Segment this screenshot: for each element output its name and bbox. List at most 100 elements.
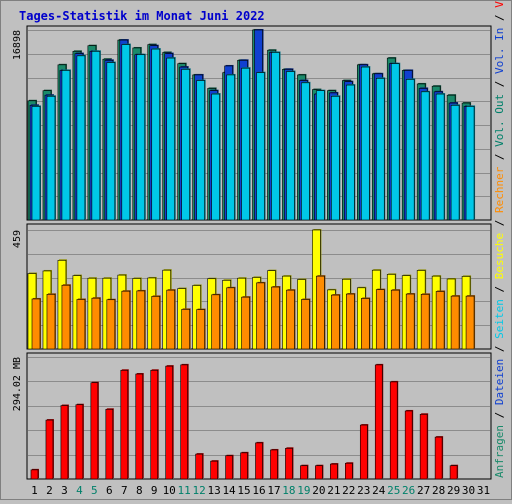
bar-sites xyxy=(450,295,460,350)
bar-pages xyxy=(31,106,41,221)
legend-entry: / xyxy=(493,8,506,28)
x-tick-label: 13 xyxy=(207,484,220,497)
x-tick-label: 11 xyxy=(178,484,191,497)
max-label-requests: 16898 xyxy=(12,30,23,60)
bar-pages xyxy=(151,48,161,221)
x-tick-label: 29 xyxy=(447,484,460,497)
bar-pages xyxy=(46,96,56,221)
bar-kbytes xyxy=(165,365,173,480)
bar-kbytes xyxy=(60,405,69,480)
bar-sites xyxy=(435,291,445,350)
bar-sites xyxy=(226,287,235,350)
bar-pages xyxy=(121,44,131,221)
bar-sites xyxy=(271,286,280,350)
bar-kbytes xyxy=(195,453,203,480)
x-tick-label: 24 xyxy=(372,484,386,497)
x-tick-label: 28 xyxy=(432,484,445,497)
legend-entry: / xyxy=(493,213,506,233)
x-tick-label: 23 xyxy=(357,484,370,497)
bar-sites xyxy=(121,290,131,350)
bar-pages xyxy=(450,105,460,221)
bar-sites xyxy=(76,299,86,350)
bar-sites xyxy=(136,290,146,350)
x-tick-label: 6 xyxy=(106,484,113,497)
bar-sites xyxy=(405,293,415,350)
x-tick-label: 20 xyxy=(312,484,325,497)
bar-pages xyxy=(301,82,310,221)
x-tick-label: 1 xyxy=(31,484,38,497)
bar-sites xyxy=(106,299,116,350)
legend-entry: Vol. Out xyxy=(493,94,506,147)
max-label-visits: 459 xyxy=(12,230,23,248)
legend-entry: / xyxy=(493,147,506,167)
bar-sites xyxy=(346,293,355,350)
bar-pages xyxy=(346,84,355,221)
legend-entry: / xyxy=(493,279,506,299)
legend-entry: Seiten xyxy=(493,299,506,339)
bar-kbytes xyxy=(434,436,443,480)
bar-pages xyxy=(196,80,205,221)
x-tick-label: 5 xyxy=(91,484,98,497)
bar-kbytes xyxy=(120,369,129,480)
bar-kbytes xyxy=(404,410,413,480)
bar-pages xyxy=(61,70,71,221)
x-tick-label: 2 xyxy=(46,484,53,497)
bar-kbytes xyxy=(75,404,84,480)
x-tick-label: 17 xyxy=(267,484,280,497)
bar-pages xyxy=(256,72,265,221)
x-tick-label: 10 xyxy=(163,484,176,497)
bar-sites xyxy=(151,296,161,350)
legend-entry: Dateien xyxy=(493,359,506,405)
chart-title: Tages-Statistik im Monat Juni 2022 xyxy=(19,9,265,23)
bar-pages xyxy=(136,54,146,221)
x-tick-label: 18 xyxy=(282,484,295,497)
x-tick-label: 9 xyxy=(151,484,158,497)
bar-sites xyxy=(375,289,385,350)
bar-sites xyxy=(241,296,250,350)
bar-pages xyxy=(286,71,295,221)
legend-entry: Anfragen xyxy=(493,425,506,478)
bar-pages xyxy=(241,67,250,221)
bar-kbytes xyxy=(345,462,353,480)
x-tick-label: 25 xyxy=(387,484,400,497)
bar-kbytes xyxy=(359,424,368,480)
bar-kbytes xyxy=(225,455,233,480)
bar-sites xyxy=(360,298,370,350)
bar-sites xyxy=(211,294,220,350)
x-tick-label: 19 xyxy=(297,484,310,497)
bar-kbytes xyxy=(270,449,278,480)
bar-kbytes xyxy=(255,442,263,480)
bar-sites xyxy=(91,297,101,350)
x-tick-label: 8 xyxy=(136,484,143,497)
x-tick-label: 4 xyxy=(76,484,83,497)
bar-kbytes xyxy=(285,447,293,480)
bar-kbytes xyxy=(105,408,114,480)
bar-pages xyxy=(76,55,86,221)
legend-entry: Besuche xyxy=(493,233,506,279)
x-tick-label: 21 xyxy=(327,484,340,497)
bar-kbytes xyxy=(389,381,398,480)
bar-pages xyxy=(465,106,475,221)
bar-pages xyxy=(390,63,400,221)
x-tick-label: 31 xyxy=(477,484,490,497)
bar-sites xyxy=(46,293,56,350)
bar-kbytes xyxy=(419,413,428,480)
bar-sites xyxy=(331,294,340,350)
bar-pages xyxy=(271,52,280,221)
bar-pages xyxy=(211,93,220,221)
bar-sites xyxy=(286,289,295,350)
bar-kbytes xyxy=(45,419,54,480)
bar-sites xyxy=(301,299,310,350)
legend-entry: / xyxy=(493,74,506,94)
x-tick-label: 26 xyxy=(402,484,415,497)
bar-pages xyxy=(226,74,235,221)
bar-sites xyxy=(256,282,265,350)
bar-kbytes xyxy=(180,364,188,480)
legend-entry: Volumen xyxy=(493,0,506,8)
bar-pages xyxy=(405,79,415,221)
x-tick-label: 30 xyxy=(462,484,475,497)
bar-sites xyxy=(316,275,325,350)
bar-pages xyxy=(331,96,340,221)
bar-sites xyxy=(181,309,190,350)
